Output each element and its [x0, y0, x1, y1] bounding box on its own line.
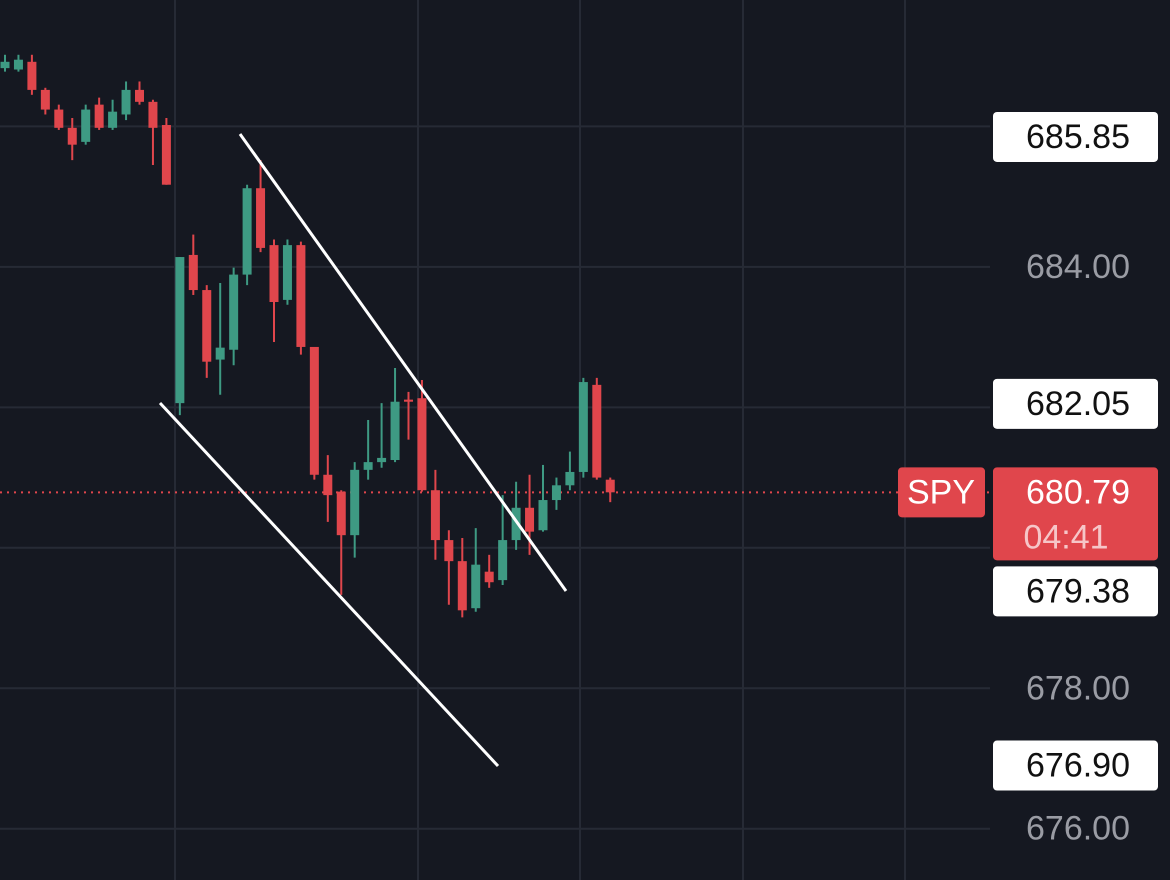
channel [158, 133, 568, 768]
price-label: 679.38 [1026, 572, 1130, 610]
candle-body [148, 101, 158, 128]
candle-body [525, 507, 535, 532]
candle-body [592, 384, 602, 478]
candle-body [256, 188, 266, 248]
candle-body [511, 507, 521, 541]
candle-body [444, 540, 454, 562]
price-label-box [993, 378, 1158, 429]
candle-body [0, 61, 10, 69]
candle-body [202, 290, 212, 362]
candle-body [175, 257, 185, 404]
candle-body [135, 89, 144, 102]
candle-body [161, 125, 171, 185]
price-label: 676.90 [1026, 747, 1130, 785]
candle-body [471, 564, 481, 609]
candle-body [578, 382, 588, 472]
candle-body [605, 479, 615, 493]
candle-body [40, 89, 50, 110]
y-tick-label: 676.00 [1026, 810, 1130, 848]
candle-body [404, 399, 413, 402]
candle-body [188, 254, 198, 291]
candle-body [296, 245, 306, 347]
candle-body [390, 401, 400, 461]
candle-body [350, 469, 360, 536]
candle-body [323, 474, 333, 496]
candle-body [94, 104, 104, 128]
candle-body [417, 398, 427, 491]
symbol-label: SPY [907, 473, 975, 511]
candle-body [336, 491, 346, 536]
price-scale: 676.00678.00680.00682.00684.00686.00685.… [898, 107, 1158, 848]
candle-body [242, 188, 252, 275]
current-price-box [993, 467, 1158, 561]
candle-body [377, 457, 387, 463]
price-label-box [993, 566, 1158, 617]
candle-body [551, 485, 561, 501]
candle-body [121, 89, 131, 115]
candle-body [54, 109, 64, 128]
candle-body [108, 111, 118, 128]
price-label: 682.05 [1026, 385, 1130, 423]
candle-body [538, 500, 548, 531]
candle-body [282, 245, 292, 300]
price-label: 685.85 [1026, 118, 1130, 156]
trend-line [158, 401, 500, 768]
candle-body [363, 462, 373, 470]
price-label-box [993, 740, 1158, 791]
trend-line [238, 133, 568, 592]
candle-body [81, 109, 91, 142]
countdown-label: 04:41 [1023, 518, 1108, 556]
candles [0, 54, 615, 618]
current-price-label: 680.79 [1026, 473, 1130, 511]
price-label-box [993, 111, 1158, 162]
candle-body [457, 561, 467, 611]
candle-body [498, 540, 508, 581]
candle-body [484, 571, 494, 583]
candle-body [229, 274, 239, 350]
candle-body [269, 245, 279, 302]
candle-body [215, 347, 225, 360]
candle-body [565, 471, 575, 486]
candle-body [309, 346, 319, 475]
candle-body [67, 127, 77, 145]
symbol-box [898, 467, 985, 518]
candle-body [430, 490, 440, 541]
y-tick-label: 678.00 [1026, 669, 1130, 707]
candle-body [27, 61, 37, 90]
candle-body [13, 59, 23, 70]
y-tick-label: 684.00 [1026, 248, 1130, 286]
